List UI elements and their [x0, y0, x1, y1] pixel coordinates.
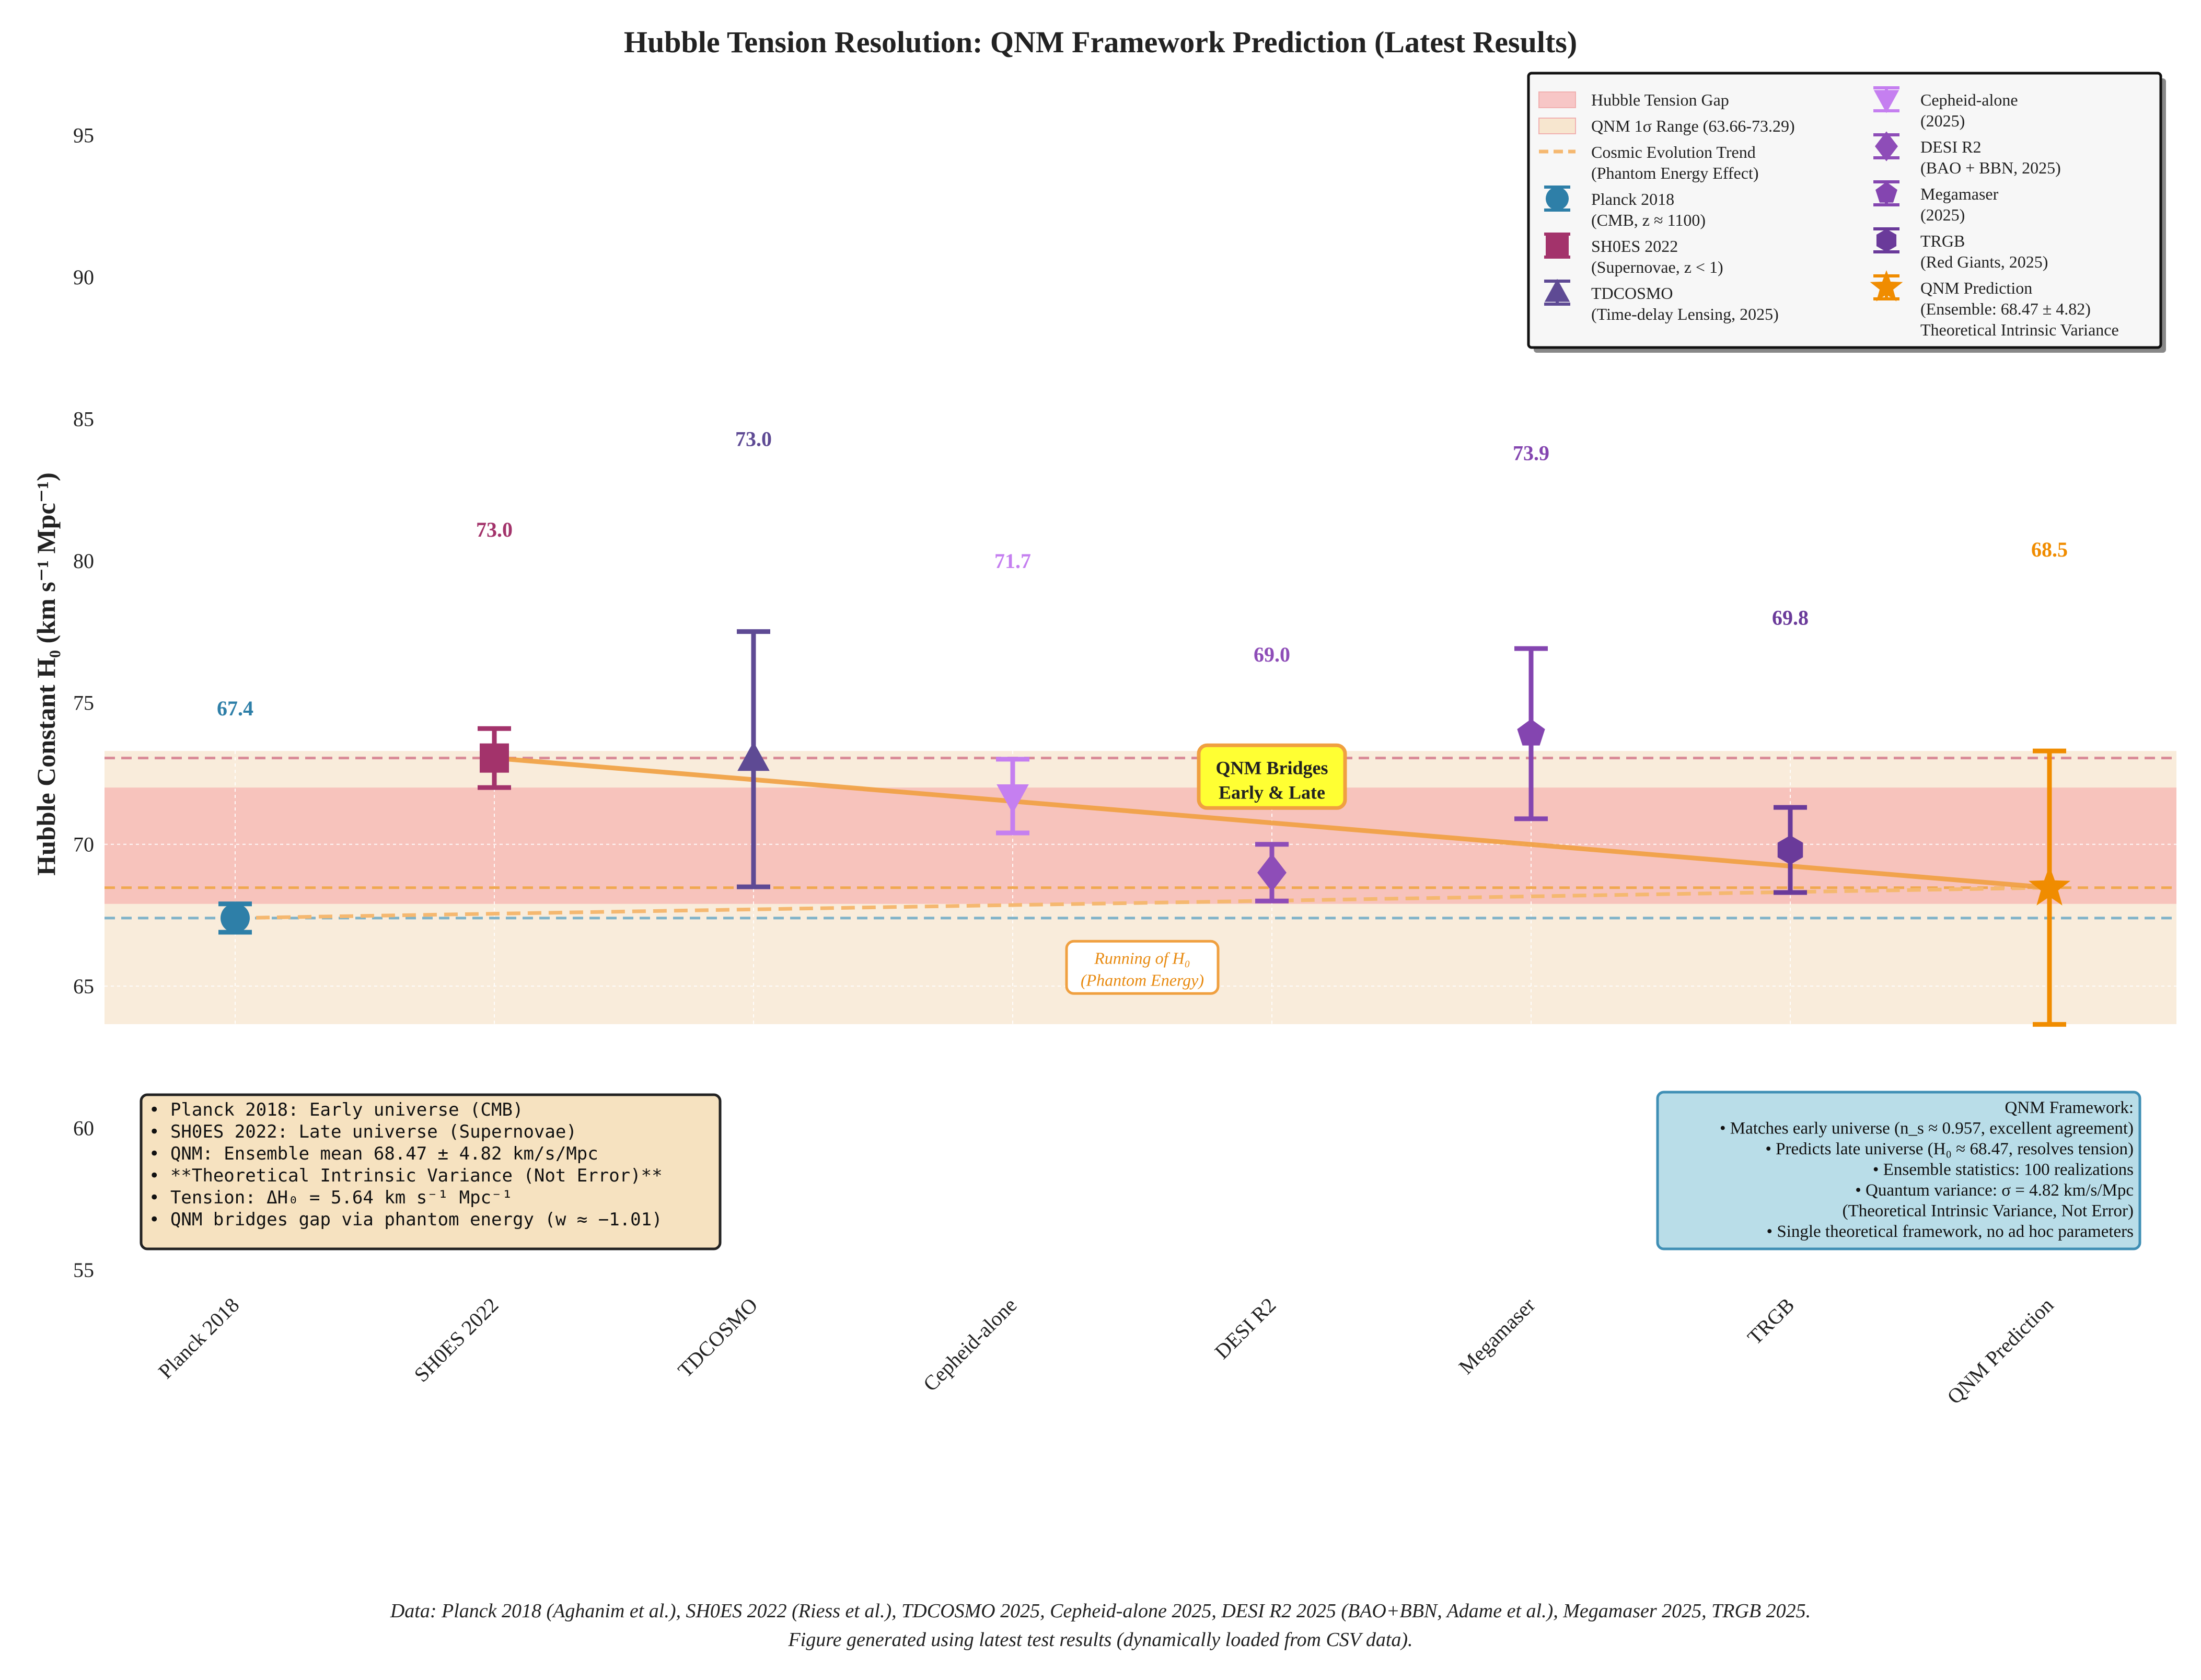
legend-label: Theoretical Intrinsic Variance — [1920, 320, 2119, 339]
value-label: 69.8 — [1772, 606, 1809, 629]
y-tick-label: 90 — [73, 265, 94, 289]
value-label: 67.4 — [217, 697, 253, 720]
running-annotation-box — [1065, 940, 1220, 995]
legend: Hubble Tension Gap QNM 1σ Range (63.66-73… — [1527, 72, 2166, 353]
data-point-star — [2029, 865, 2070, 906]
legend-label: (Red Giants, 2025) — [1920, 252, 2048, 271]
data-point-triangle-down — [997, 784, 1029, 814]
legend-marker-triangle-up — [1544, 279, 1570, 302]
legend-label: SH0ES 2022 — [1591, 237, 1678, 256]
caption-line-2: Figure generated using latest test resul… — [787, 1629, 1412, 1651]
notes-right-line: • Predicts late universe (H₀ ≈ 68.47, re… — [1765, 1140, 2134, 1158]
cosmic-evolution-trend — [235, 886, 2050, 920]
notes-right-line: • Quantum variance: σ = 4.82 km/s/Mpc — [1855, 1181, 2134, 1200]
value-label: 69.0 — [1254, 643, 1290, 666]
legend-label: Megamaser — [1920, 184, 1999, 203]
y-tick-label: 65 — [73, 975, 94, 998]
y-tick-label: 60 — [73, 1117, 94, 1140]
legend-label: TDCOSMO — [1591, 284, 1673, 303]
notes-right-line: QNM Framework: — [2005, 1098, 2134, 1117]
running-annotation-line: Running of H₀ — [1094, 948, 1190, 967]
bridge-annotation-line: Early & Late — [1219, 782, 1325, 803]
x-tick-label: DESI R2 — [1210, 1293, 1281, 1364]
bridge-annotation-box — [1197, 743, 1347, 810]
data-point-circle — [221, 903, 250, 933]
y-axis-label: Hubble Constant H₀ (km s⁻¹ Mpc⁻¹) — [31, 472, 61, 875]
value-label: 73.0 — [735, 427, 772, 450]
legend-marker-square — [1546, 234, 1569, 257]
tension-gap-band — [105, 787, 2176, 904]
legend-label: Cosmic Evolution Trend — [1591, 143, 1756, 161]
x-tick-label: Cepheid-alone — [919, 1293, 1022, 1396]
caption-line-1: Data: Planck 2018 (Aghanim et al.), SH0E… — [390, 1600, 1811, 1622]
legend-label: (2025) — [1920, 111, 1965, 130]
y-tick-label: 85 — [73, 407, 94, 431]
legend-label: TRGB — [1920, 231, 1965, 250]
legend-band-swatch — [1538, 91, 1576, 108]
legend-marker-pentagon — [1875, 182, 1897, 203]
legend-label: Cepheid-alone — [1920, 90, 2018, 109]
legend-label: (Time-delay Lensing, 2025) — [1591, 305, 1779, 323]
notes-left-line: • SH0ES 2022: Late universe (Supernovae) — [149, 1121, 577, 1142]
x-tick-label: QNM Prediction — [1942, 1293, 2058, 1409]
legend-marker-diamond — [1875, 131, 1898, 161]
notes-left-line: • QNM: Ensemble mean 68.47 ± 4.82 km/s/M… — [149, 1143, 598, 1164]
y-tick-label: 80 — [73, 549, 94, 573]
legend-marker-circle — [1546, 187, 1569, 210]
notes-left-line: • QNM bridges gap via phantom energy (w … — [149, 1209, 663, 1230]
notes-left-box — [140, 1093, 722, 1250]
data-point-triangle-up — [737, 741, 770, 771]
x-tick-label: SH0ES 2022 — [410, 1293, 503, 1387]
legend-box — [1527, 72, 2162, 349]
value-label: 73.0 — [476, 518, 513, 541]
x-tick-label: Megamaser — [1454, 1293, 1540, 1379]
notes: • Planck 2018: Early universe (CMB)• SH0… — [140, 1091, 2141, 1250]
legend-label: (2025) — [1920, 205, 1965, 224]
value-label: 68.5 — [2031, 538, 2068, 561]
notes-left-line: • Planck 2018: Early universe (CMB) — [149, 1099, 523, 1120]
y-tick-label: 70 — [73, 833, 94, 856]
y-tick-label: 55 — [73, 1258, 94, 1282]
data-point-hexagon — [1777, 835, 1803, 865]
legend-label: Hubble Tension Gap — [1591, 90, 1729, 109]
legend-label: (BAO + BBN, 2025) — [1920, 158, 2061, 177]
legend-marker-hexagon — [1876, 229, 1897, 252]
legend-marker-triangle-down — [1873, 90, 1899, 113]
legend-label: (Ensemble: 68.47 ± 4.82) — [1920, 299, 2091, 318]
legend-label: Planck 2018 — [1591, 190, 1674, 208]
bridge-annotation-line: QNM Bridges — [1216, 757, 1328, 778]
notes-right-box — [1656, 1091, 2141, 1250]
legend-label: DESI R2 — [1920, 137, 1981, 156]
legend-band-swatch — [1538, 118, 1576, 134]
notes-right-line: • Ensemble statistics: 100 realizations — [1873, 1161, 2134, 1179]
value-label: 71.7 — [994, 549, 1031, 573]
y-tick-label: 75 — [73, 691, 94, 714]
legend-label: (Phantom Energy Effect) — [1591, 164, 1759, 182]
x-tick-label: Planck 2018 — [154, 1293, 244, 1383]
data-point-diamond — [1257, 853, 1287, 892]
legend-label: (CMB, z ≈ 1100) — [1591, 211, 1706, 229]
x-tick-label: TRGB — [1743, 1293, 1799, 1349]
chart-title: Hubble Tension Resolution: QNM Framework… — [624, 25, 1577, 59]
running-annotation-line: (Phantom Energy) — [1081, 970, 1204, 989]
legend-label: (Supernovae, z < 1) — [1591, 258, 1723, 276]
notes-left-line: • Tension: ΔH₀ = 5.64 km s⁻¹ Mpc⁻¹ — [149, 1187, 513, 1208]
y-tick-label: 95 — [73, 124, 94, 147]
legend-marker-star — [1870, 270, 1903, 302]
value-label: 73.9 — [1513, 442, 1549, 465]
x-tick-label: TDCOSMO — [673, 1293, 762, 1382]
legend-label: QNM Prediction — [1920, 279, 2032, 297]
notes-left-line: • **Theoretical Intrinsic Variance (Not … — [149, 1165, 663, 1186]
data-point-square — [480, 743, 509, 773]
notes-right-line: • Matches early universe (n_s ≈ 0.957, e… — [1720, 1119, 2134, 1138]
legend-label: QNM 1σ Range (63.66-73.29) — [1591, 117, 1795, 135]
notes-right-line: • Single theoretical framework, no ad ho… — [1767, 1222, 2134, 1241]
notes-right-line: (Theoretical Intrinsic Variance, Not Err… — [1843, 1202, 2134, 1221]
data-point-pentagon — [1517, 719, 1545, 746]
